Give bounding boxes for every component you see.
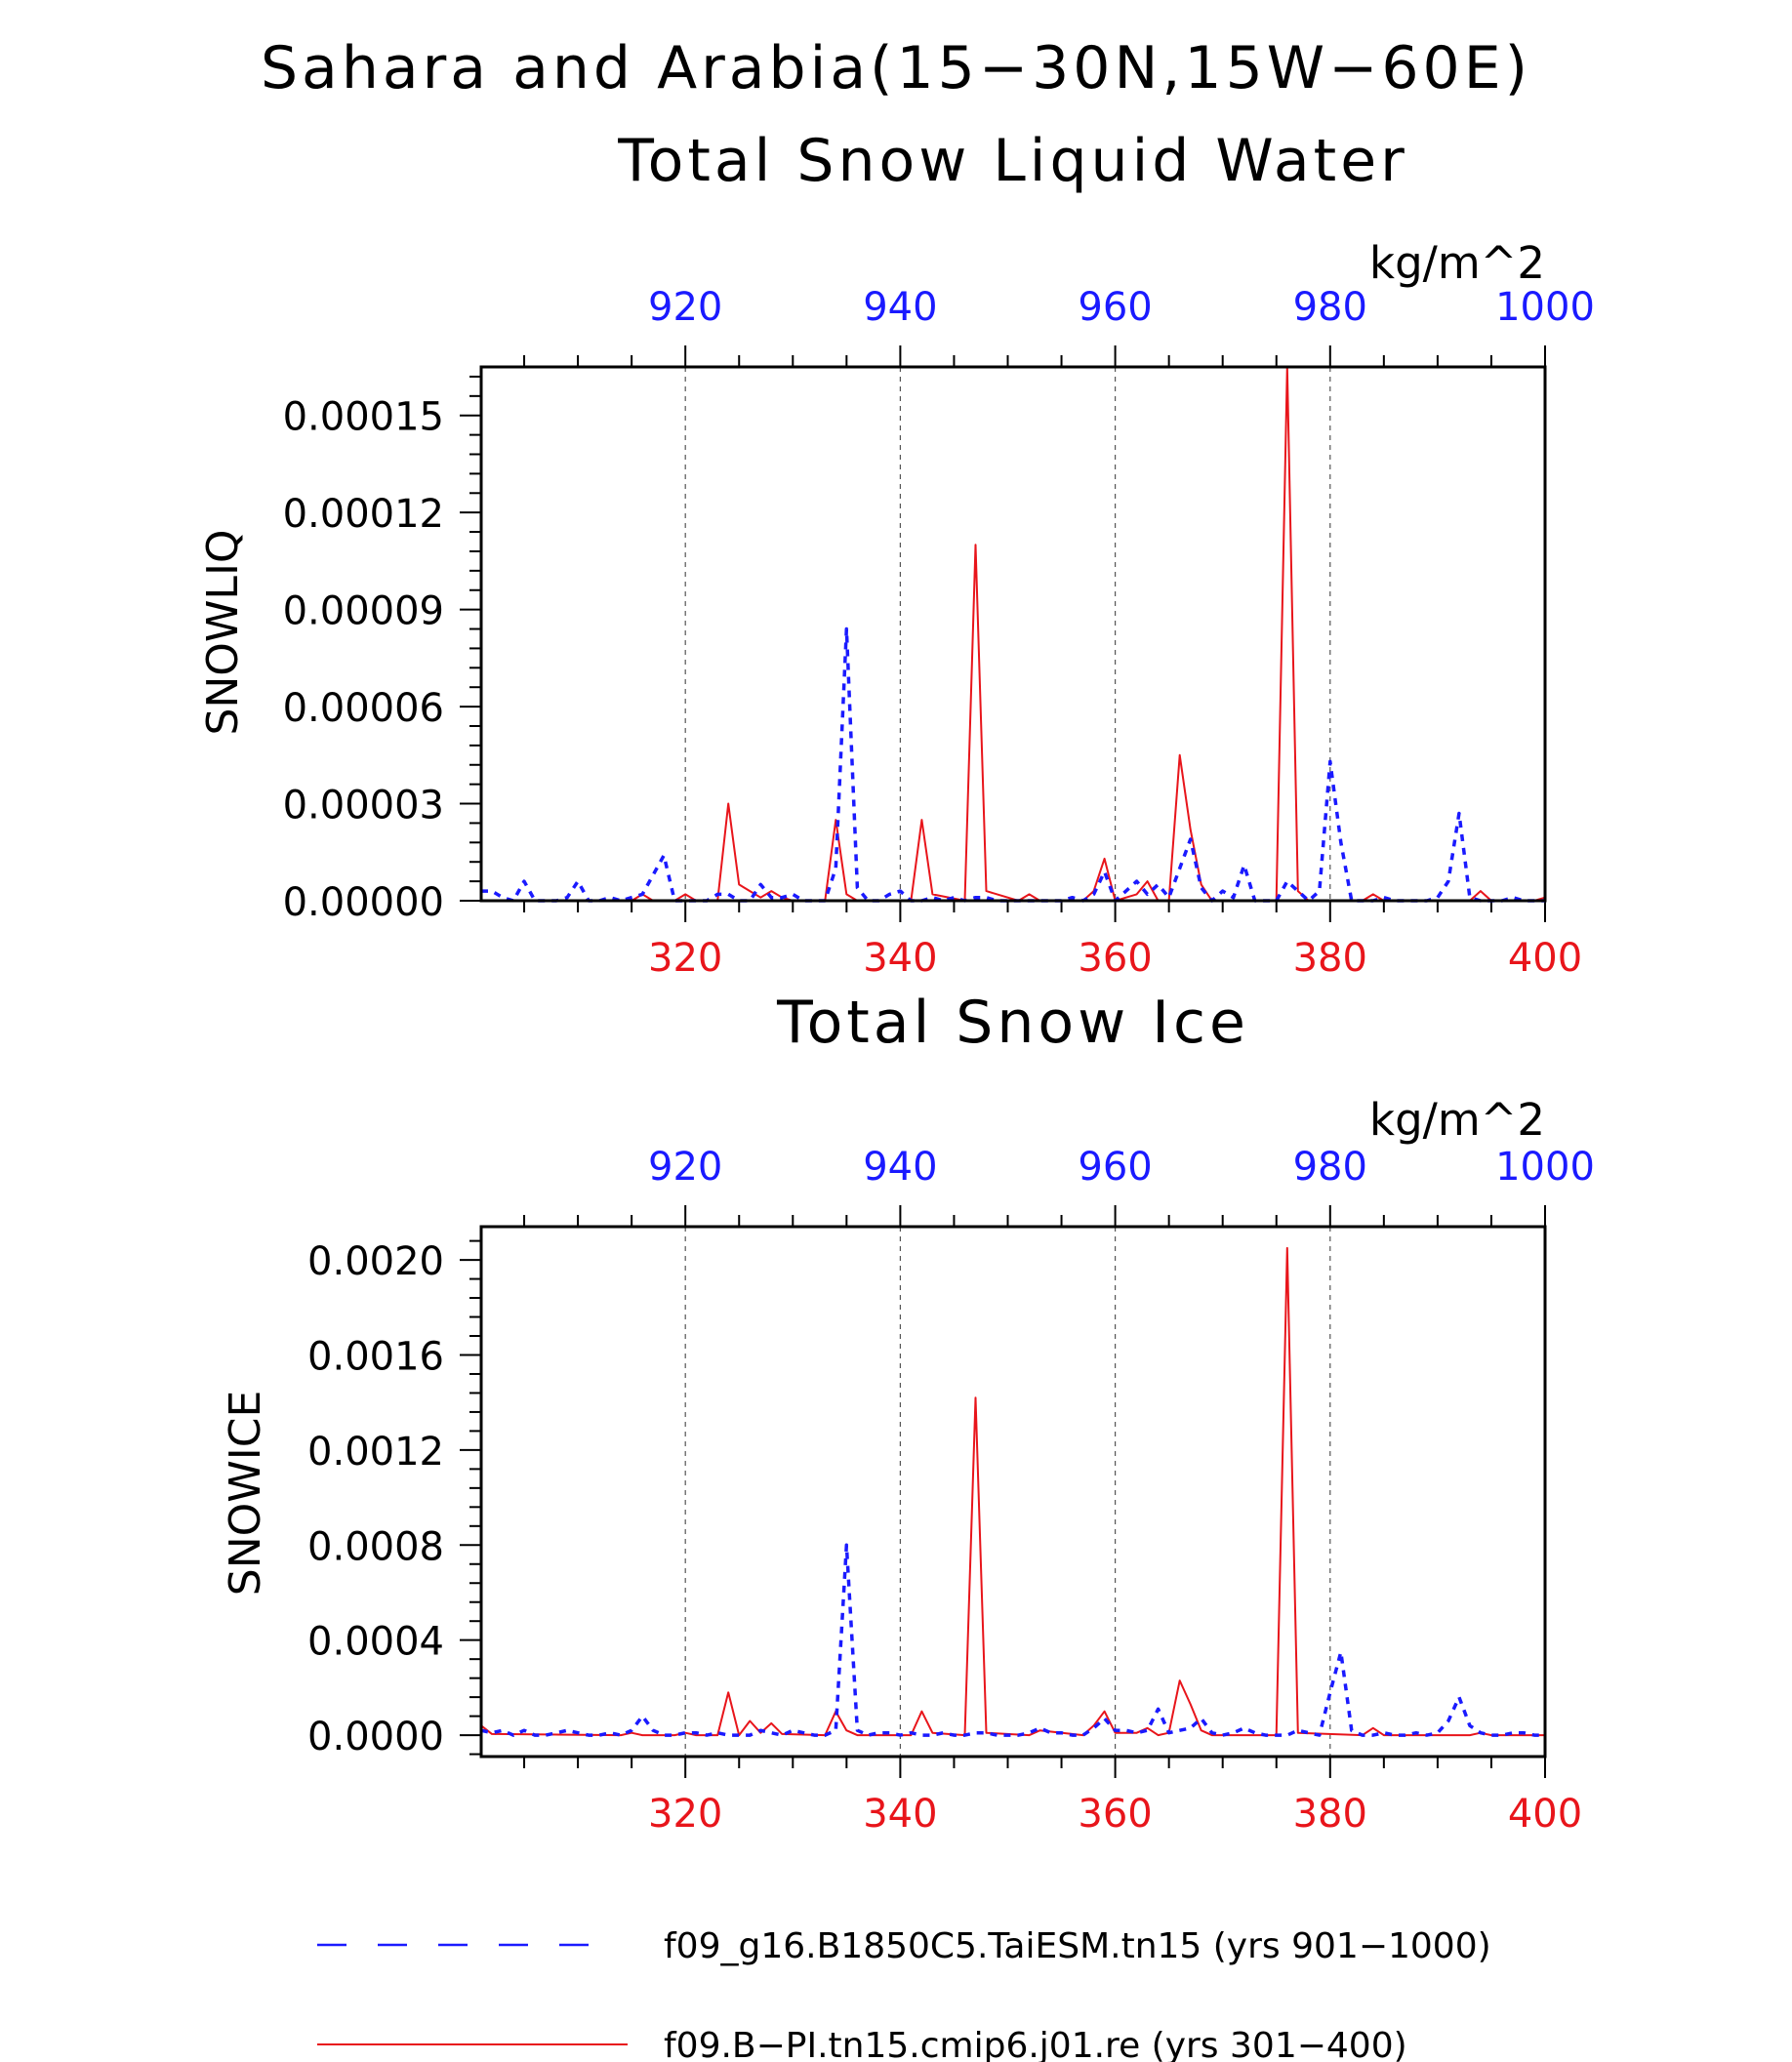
x-tick-label: 320 xyxy=(648,1792,722,1837)
series-line-blue xyxy=(481,627,1545,903)
x-tick-label: 340 xyxy=(863,936,937,981)
y-tick-label: 0.00006 xyxy=(283,686,444,731)
y-tick-label: 0.00000 xyxy=(283,880,444,925)
y-tick-label: 0.0008 xyxy=(307,1524,444,1569)
y-axis-label: SNOWICE xyxy=(221,1391,270,1596)
y-tick-label: 0.0012 xyxy=(307,1430,444,1475)
y-tick-label: 0.00015 xyxy=(283,395,444,440)
chart-title: Total Snow Ice xyxy=(776,989,1249,1057)
units-label: kg/m^2 xyxy=(1369,237,1545,289)
y-tick-label: 0.0000 xyxy=(307,1715,444,1759)
y-tick-label: 0.0016 xyxy=(307,1334,444,1379)
x-top-tick-label: 980 xyxy=(1293,1145,1367,1190)
panel-snowice: Total Snow Ice kg/m^2 SNOWICE 0.0000 0.00… xyxy=(221,989,1595,1837)
panel-snowliq: Total Snow Liquid Water kg/m^2 SNOWLIQ 0… xyxy=(198,127,1595,981)
series-line-red xyxy=(480,1246,1545,1737)
units-label: kg/m^2 xyxy=(1369,1094,1545,1146)
legend: f09_g16.B1850C5.TaiESM.tn15 (yrs 901−100… xyxy=(317,1926,1491,2062)
legend-label-blue: f09_g16.B1850C5.TaiESM.tn15 (yrs 901−100… xyxy=(664,1926,1491,1966)
y-tick-label: 0.0020 xyxy=(307,1239,444,1284)
x-top-tick-label: 960 xyxy=(1078,1145,1152,1190)
y-tick-label: 0.00003 xyxy=(283,784,444,829)
x-top-tick-label: 920 xyxy=(648,285,722,330)
x-tick-label: 380 xyxy=(1293,936,1367,981)
y-tick-label: 0.00009 xyxy=(283,589,444,634)
x-tick-label: 360 xyxy=(1078,1792,1152,1837)
x-tick-label: 340 xyxy=(863,1792,937,1837)
x-tick-label: 360 xyxy=(1078,936,1152,981)
plot-frame xyxy=(479,1225,1547,1759)
series-line-blue xyxy=(480,1543,1545,1737)
x-top-tick-label: 1000 xyxy=(1495,1145,1595,1190)
series-line-red xyxy=(481,366,1546,902)
x-tick-label: 400 xyxy=(1508,1792,1582,1837)
x-top-tick-label: 960 xyxy=(1078,285,1152,330)
x-top-tick-label: 980 xyxy=(1293,285,1367,330)
x-top-tick-label: 920 xyxy=(648,1145,722,1190)
y-tick-label: 0.0004 xyxy=(307,1620,444,1665)
figure-title: Sahara and Arabia(15−30N,15W−60E) xyxy=(261,34,1531,102)
legend-label-red: f09.B−PI.tn15.cmip6.j01.re (yrs 301−400) xyxy=(664,2026,1407,2062)
x-tick-label: 320 xyxy=(648,936,722,981)
y-axis-label: SNOWLIQ xyxy=(198,529,248,735)
x-top-tick-label: 1000 xyxy=(1495,285,1595,330)
chart-title: Total Snow Liquid Water xyxy=(617,127,1408,195)
x-top-tick-label: 940 xyxy=(863,1145,937,1190)
plot-frame xyxy=(479,365,1547,903)
x-top-tick-label: 940 xyxy=(863,285,937,330)
x-tick-label: 400 xyxy=(1508,936,1582,981)
y-tick-label: 0.00012 xyxy=(283,492,444,537)
x-tick-label: 380 xyxy=(1293,1792,1367,1837)
